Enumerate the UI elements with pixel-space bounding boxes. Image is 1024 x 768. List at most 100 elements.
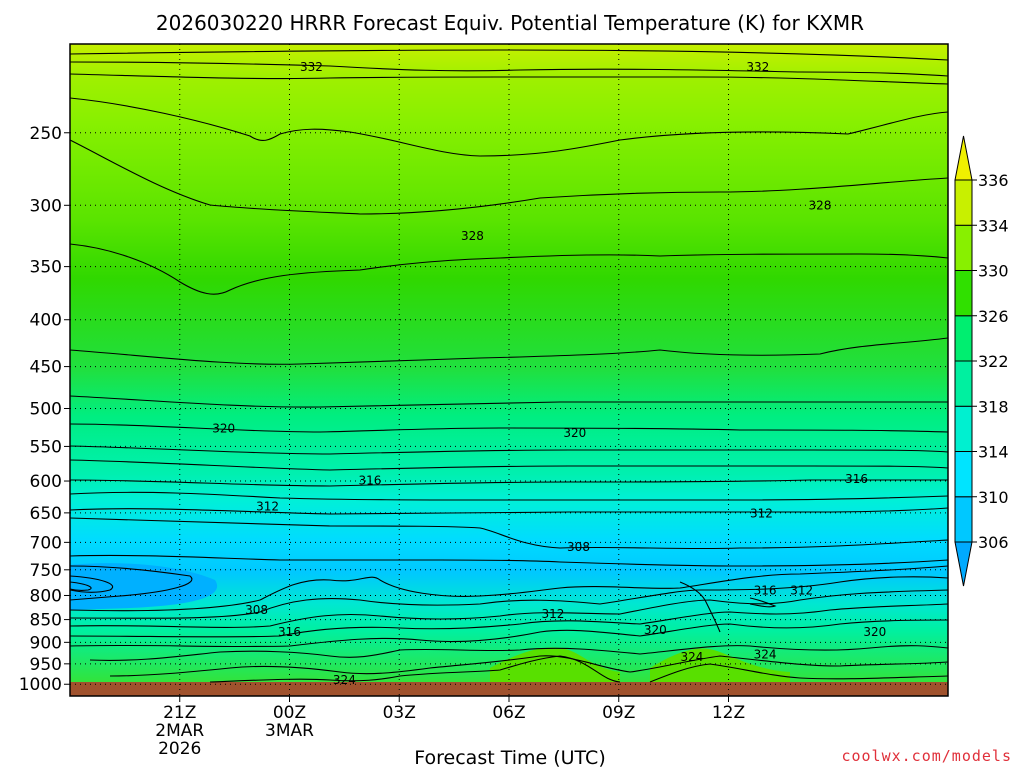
contour-line [70,565,948,612]
colorbar-min-arrow [954,541,973,587]
plot-area: 332 332 328 328 320 320 316 316 312 312 308 308 312 3… [70,44,948,696]
colorbar-label: 326 [978,307,1009,326]
x-tick-label: 00Z [273,703,306,723]
y-tick-label: 500 [30,400,62,420]
contour-line [70,603,948,638]
y-axis: 2503003504004505005506006507007508008509… [19,124,70,695]
contour-label: 324 [333,673,356,687]
contour-label: 312 [790,583,813,597]
contour-label: 308 [567,540,590,554]
colorbar-max-arrow [954,135,973,181]
contour-labels: 332 332 328 328 320 320 316 316 312 312 308 308 312 3… [212,60,886,687]
x-tick-label: 12Z [712,703,745,723]
colorbar-label: 330 [978,262,1009,281]
contour-line [70,49,948,61]
y-tick-label: 1000 [19,675,62,695]
contour-line [70,589,948,628]
credit-link[interactable]: coolwx.com/models [841,747,1012,765]
contour-line [70,139,948,215]
contour-line [70,243,948,295]
y-tick-label: 950 [30,655,62,675]
x-tick-label: 03Z [383,703,416,723]
y-tick-label: 700 [30,533,62,553]
colorbar-label: 306 [978,533,1009,552]
contour-label: 312 [750,506,773,520]
contour-line [70,575,113,593]
contour-label: 312 [256,500,279,514]
contour-label: 308 [245,603,268,617]
y-tick-label: 250 [30,124,62,144]
x-tick-label: 09Z [602,703,635,723]
contour-label: 328 [461,229,484,243]
contour-line [70,581,92,591]
colorbar: 306 310 314 318 322 326 330 334 336 [954,135,1009,587]
x-axis-label: Forecast Time (UTC) [414,747,605,768]
contour-label: 316 [278,625,301,639]
colorbar-segment [954,405,973,452]
y-tick-label: 650 [30,504,62,524]
colorbar-segment [954,179,973,226]
contour-line [70,445,948,455]
y-tick-label: 900 [30,633,62,653]
x-tick-label: 2MAR [155,721,204,741]
y-tick-label: 350 [30,258,62,278]
contour-line [70,491,948,501]
contour-label: 328 [809,198,832,212]
contour-line [70,61,948,77]
contour-line [70,395,948,408]
chart-title: 2026030220 HRRR Forecast Equiv. Potentia… [156,11,864,35]
contour-line [70,554,948,567]
x-tick-label: 21Z [163,703,196,723]
colorbar-segment [954,360,973,407]
y-tick-label: 750 [30,561,62,581]
contour-label: 324 [680,650,703,664]
contour-line [70,576,948,619]
contour-line [70,459,948,471]
y-tick-label: 400 [30,311,62,331]
contour-line [70,619,948,648]
colorbar-label: 336 [978,171,1009,190]
contour-line [89,645,948,661]
x-tick-label: 3MAR [265,721,314,741]
colorbar-label: 310 [978,488,1009,507]
contour-label: 332 [300,60,323,74]
contour-label: 324 [754,648,777,662]
colorbar-segment [954,224,973,271]
contour-label: 316 [359,473,382,487]
y-tick-label: 550 [30,437,62,457]
y-tick-label: 300 [30,196,62,216]
colorbar-segment [954,270,973,317]
colorbar-segment [954,451,973,498]
contour-line [679,581,721,633]
colorbar-label: 334 [978,216,1009,235]
contour-label: 332 [746,60,769,74]
contour-label: 316 [845,472,868,486]
contour-line [70,517,948,550]
y-tick-label: 850 [30,611,62,631]
contour-label: 320 [644,623,667,637]
colorbar-label: 318 [978,397,1009,416]
x-tick-label: 06Z [492,703,525,723]
grid-lines [70,44,948,696]
contour-line [70,479,948,487]
contour-label: 316 [754,583,777,597]
y-tick-label: 450 [30,358,62,378]
contour-line [749,597,777,608]
contour-line [649,663,948,683]
colorbar-label: 322 [978,352,1009,371]
contour-line [70,507,948,515]
contour-label: 320 [563,426,586,440]
y-tick-label: 600 [30,472,62,492]
contour-line [70,73,948,85]
contour-label: 320 [863,625,886,639]
contour-line [209,655,621,683]
colorbar-segment [954,496,973,543]
x-tick-label: 2026 [158,739,201,759]
colorbar-label: 314 [978,443,1009,462]
contour-line [70,565,193,601]
contour-line [70,337,948,365]
contour-label: 312 [541,607,564,621]
y-tick-label: 800 [30,586,62,606]
